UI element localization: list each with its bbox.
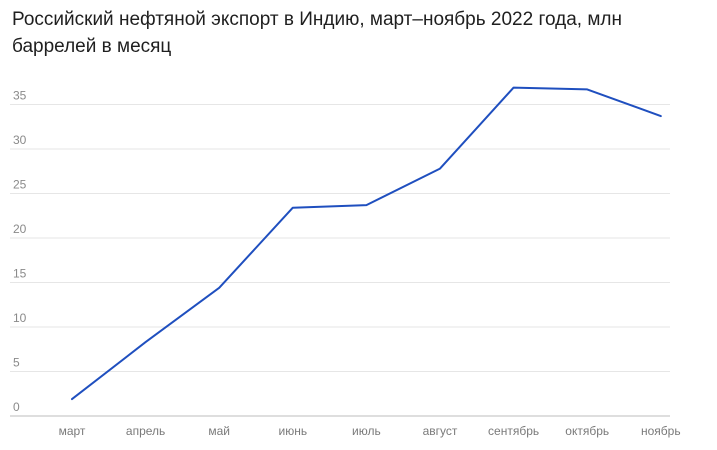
data-point — [660, 115, 662, 117]
y-tick-label: 5 — [13, 356, 20, 370]
data-point — [292, 207, 294, 209]
data-point — [513, 87, 515, 89]
x-tick-label: август — [423, 424, 458, 438]
x-tick-label: ноябрь — [641, 424, 681, 438]
x-tick-label: апрель — [126, 424, 165, 438]
x-tick-label: июль — [352, 424, 381, 438]
y-tick-label: 35 — [13, 89, 27, 103]
y-tick-label: 20 — [13, 222, 27, 236]
x-tick-label: март — [59, 424, 86, 438]
x-tick-label: май — [208, 424, 230, 438]
data-point — [145, 341, 147, 343]
series-line — [71, 86, 662, 401]
y-tick-label: 15 — [13, 267, 27, 281]
x-tick-label: июнь — [279, 424, 308, 438]
y-tick-label: 0 — [13, 400, 20, 414]
data-point — [439, 168, 441, 170]
data-point — [218, 287, 220, 289]
y-tick-label: 30 — [13, 133, 27, 147]
data-point — [586, 88, 588, 90]
y-tick-label: 10 — [13, 311, 27, 325]
data-point — [71, 398, 73, 400]
x-tick-label: сентябрь — [488, 424, 539, 438]
data-point — [365, 204, 367, 206]
x-tick-label: октябрь — [565, 424, 609, 438]
y-tick-label: 25 — [13, 178, 27, 192]
chart-title: Российский нефтяной экспорт в Индию, мар… — [12, 9, 622, 57]
